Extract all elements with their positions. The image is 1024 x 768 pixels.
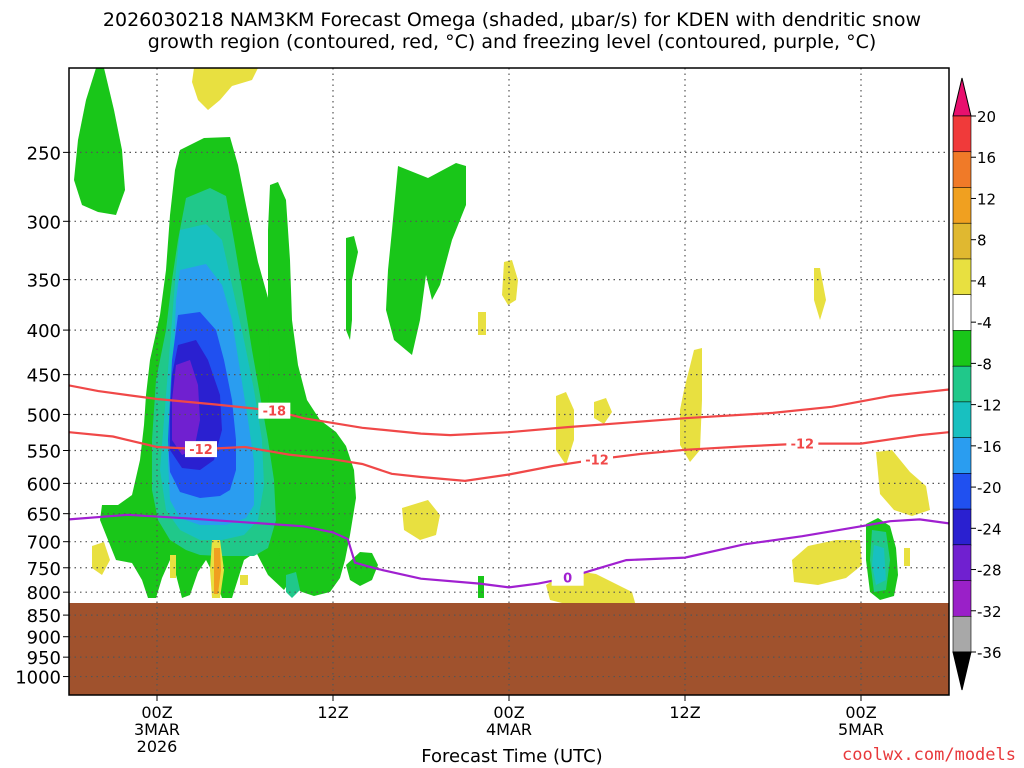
y-tick-label: 400 <box>27 321 61 342</box>
contour-label-bg <box>551 569 584 586</box>
contour-label: 0 <box>551 569 584 587</box>
colorbar-band <box>952 401 972 439</box>
x-tick-label: 2026 <box>137 737 178 756</box>
colorbar-band <box>952 508 972 546</box>
y-tick-label: 600 <box>27 474 61 495</box>
colorbar-tick-label: -20 <box>977 479 1002 497</box>
colorbar-band <box>952 115 972 153</box>
contour-label-bg <box>185 441 217 458</box>
y-axis: 2503003504004505005506006507007508008509… <box>15 143 69 689</box>
x-tick-label: 00Z <box>493 703 524 722</box>
y-tick-label: 800 <box>27 583 61 604</box>
colorbar-tick-label: 12 <box>977 190 996 208</box>
y-tick-label: 300 <box>27 212 61 233</box>
contour-line <box>69 384 949 437</box>
colorbar-top-arrow <box>952 77 972 117</box>
contours: -18 -12 -12 -12 0 <box>69 384 949 589</box>
contour-label-text: 0 <box>563 572 572 587</box>
colorbar-band <box>952 222 972 260</box>
colorbar-band <box>952 294 972 332</box>
y-tick-label: 1000 <box>15 668 61 689</box>
colorbar-tick-label: -36 <box>977 644 1002 662</box>
contour-label: -12 <box>786 435 819 453</box>
x-tick-label: 00Z <box>141 703 172 722</box>
chart-title-line-2: growth region (contoured, red, °C) and f… <box>147 31 877 53</box>
contour-label: -18 <box>258 402 291 420</box>
colorbar-bottom-arrow <box>952 651 972 691</box>
x-tick-label: 12Z <box>317 703 348 722</box>
colorbar-tick-label: 20 <box>977 108 996 126</box>
x-tick-label: 5MAR <box>838 720 884 739</box>
contour-label-text: -12 <box>189 443 213 458</box>
contour-label-bg <box>258 402 291 419</box>
y-tick-label: 750 <box>27 559 61 580</box>
colorbar-tick-label: -4 <box>977 314 992 332</box>
x-tick-label: 4MAR <box>486 720 532 739</box>
colorbar-tick-label: -28 <box>977 562 1002 580</box>
contour-label-bg <box>581 451 613 468</box>
chart-title-line-1: 2026030218 NAM3KM Forecast Omega (shaded… <box>102 9 922 31</box>
colorbar-tick-label: -24 <box>977 520 1002 538</box>
contour-line <box>69 513 949 589</box>
colorbar-tick-label: -32 <box>977 603 1002 621</box>
colorbar-tick-label: 16 <box>977 149 996 167</box>
credit-link[interactable]: coolwx.com/models <box>842 745 1016 765</box>
x-axis-label: Forecast Time (UTC) <box>421 746 603 767</box>
colorbar-tick-label: 4 <box>977 273 987 291</box>
colorbar-band <box>952 437 972 475</box>
y-tick-label: 650 <box>27 505 61 526</box>
y-tick-label: 700 <box>27 533 61 554</box>
colorbar-tick-label: -8 <box>977 355 992 373</box>
contour-label-text: -18 <box>263 405 287 420</box>
colorbar-band <box>952 365 972 403</box>
colorbar: 20 16 12 8 4 -4 -8 -12 -16 -20 -24 -28 -32 -36 <box>952 77 1002 691</box>
colorbar-band <box>952 544 972 582</box>
colorbar-band <box>952 258 972 296</box>
contour-label-text: -12 <box>791 438 815 453</box>
x-tick-label: 00Z <box>845 703 876 722</box>
y-tick-label: 850 <box>27 606 61 627</box>
omega-shading <box>69 68 949 695</box>
x-tick-label: 3MAR <box>134 720 180 739</box>
y-tick-label: 450 <box>27 366 61 387</box>
y-tick-label: 550 <box>27 442 61 463</box>
x-tick-label: 12Z <box>669 703 700 722</box>
colorbar-band <box>952 615 972 653</box>
colorbar-band <box>952 580 972 618</box>
y-tick-label: 350 <box>27 271 61 292</box>
contour-label-bg <box>786 435 819 452</box>
colorbar-band <box>952 330 972 367</box>
y-tick-label: 950 <box>27 648 61 669</box>
y-tick-label: 500 <box>27 405 61 426</box>
colorbar-band <box>952 151 972 189</box>
y-tick-label: 250 <box>27 143 61 164</box>
contour-label: -12 <box>581 451 613 468</box>
colorbar-tick-label: 8 <box>977 232 987 250</box>
gridlines <box>69 68 949 695</box>
y-tick-label: 900 <box>27 628 61 649</box>
colorbar-tick-label: -16 <box>977 438 1002 456</box>
contour-label: -12 <box>185 441 217 458</box>
colorbar-band <box>952 187 972 224</box>
contour-label-text: -12 <box>585 453 609 468</box>
colorbar-band <box>952 473 972 510</box>
colorbar-tick-label: -12 <box>977 397 1002 415</box>
